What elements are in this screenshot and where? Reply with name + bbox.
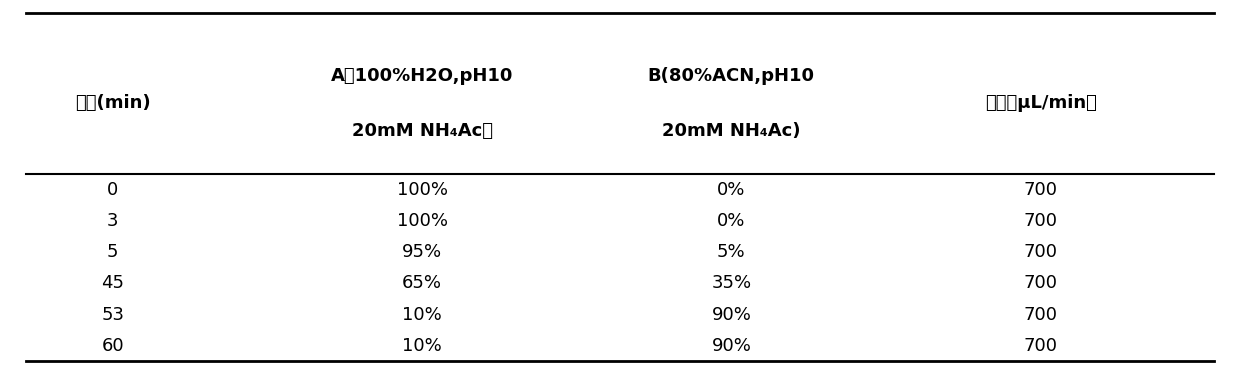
Text: 90%: 90% bbox=[712, 337, 751, 355]
Text: 10%: 10% bbox=[402, 306, 441, 324]
Text: 700: 700 bbox=[1024, 306, 1058, 324]
Text: 5: 5 bbox=[107, 243, 119, 261]
Text: 35%: 35% bbox=[712, 275, 751, 292]
Text: 45: 45 bbox=[102, 275, 124, 292]
Text: 53: 53 bbox=[102, 306, 124, 324]
Text: 700: 700 bbox=[1024, 181, 1058, 199]
Text: 60: 60 bbox=[102, 337, 124, 355]
Text: 700: 700 bbox=[1024, 243, 1058, 261]
Text: 100%: 100% bbox=[397, 212, 448, 230]
Text: 100%: 100% bbox=[397, 181, 448, 199]
Text: 10%: 10% bbox=[402, 337, 441, 355]
Text: 700: 700 bbox=[1024, 275, 1058, 292]
Text: 700: 700 bbox=[1024, 212, 1058, 230]
Text: 90%: 90% bbox=[712, 306, 751, 324]
Text: 95%: 95% bbox=[402, 243, 443, 261]
Text: 流速（μL/min）: 流速（μL/min） bbox=[985, 95, 1096, 113]
Text: 0: 0 bbox=[107, 181, 118, 199]
Text: 0%: 0% bbox=[717, 212, 745, 230]
Text: 20mM NH₄Ac): 20mM NH₄Ac) bbox=[662, 122, 801, 140]
Text: 700: 700 bbox=[1024, 337, 1058, 355]
Text: A（100%H2O,pH10: A（100%H2O,pH10 bbox=[331, 67, 513, 85]
Text: 时间(min): 时间(min) bbox=[74, 95, 150, 113]
Text: 0%: 0% bbox=[717, 181, 745, 199]
Text: 3: 3 bbox=[107, 212, 119, 230]
Text: 65%: 65% bbox=[402, 275, 441, 292]
Text: B(80%ACN,pH10: B(80%ACN,pH10 bbox=[647, 67, 815, 85]
Text: 5%: 5% bbox=[717, 243, 745, 261]
Text: 20mM NH₄Ac）: 20mM NH₄Ac） bbox=[352, 122, 492, 140]
